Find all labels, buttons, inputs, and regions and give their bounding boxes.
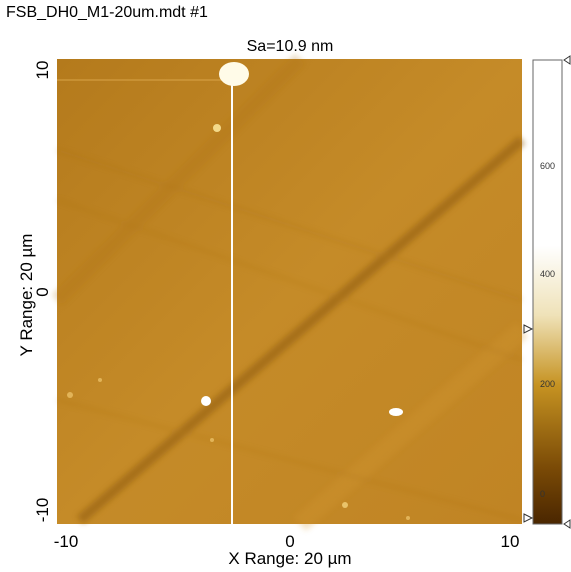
x-tick-label: -10 bbox=[54, 532, 79, 551]
colorbar-tick: 200 bbox=[540, 379, 555, 389]
x-tick-label: 10 bbox=[501, 532, 520, 551]
y-tick-label: -10 bbox=[33, 498, 52, 523]
x-axis-label: X Range: 20 µm bbox=[228, 549, 351, 568]
y-tick-label: 10 bbox=[33, 61, 52, 80]
colorbar-tick: 0 bbox=[540, 489, 545, 499]
colorbar-tick: 600 bbox=[540, 161, 555, 171]
window-title: FSB_DH0_M1-20um.mdt #1 bbox=[6, 4, 208, 21]
afm-image bbox=[52, 54, 528, 531]
y-tick-label: 0 bbox=[33, 287, 52, 296]
colorbar: 600 400 200 0 bbox=[523, 55, 571, 529]
x-tick-label: 0 bbox=[285, 532, 294, 551]
sa-value: Sa=10.9 nm bbox=[247, 38, 334, 55]
colorbar-tick: 400 bbox=[540, 269, 555, 279]
y-axis-label: Y Range: 20 µm bbox=[17, 234, 36, 357]
